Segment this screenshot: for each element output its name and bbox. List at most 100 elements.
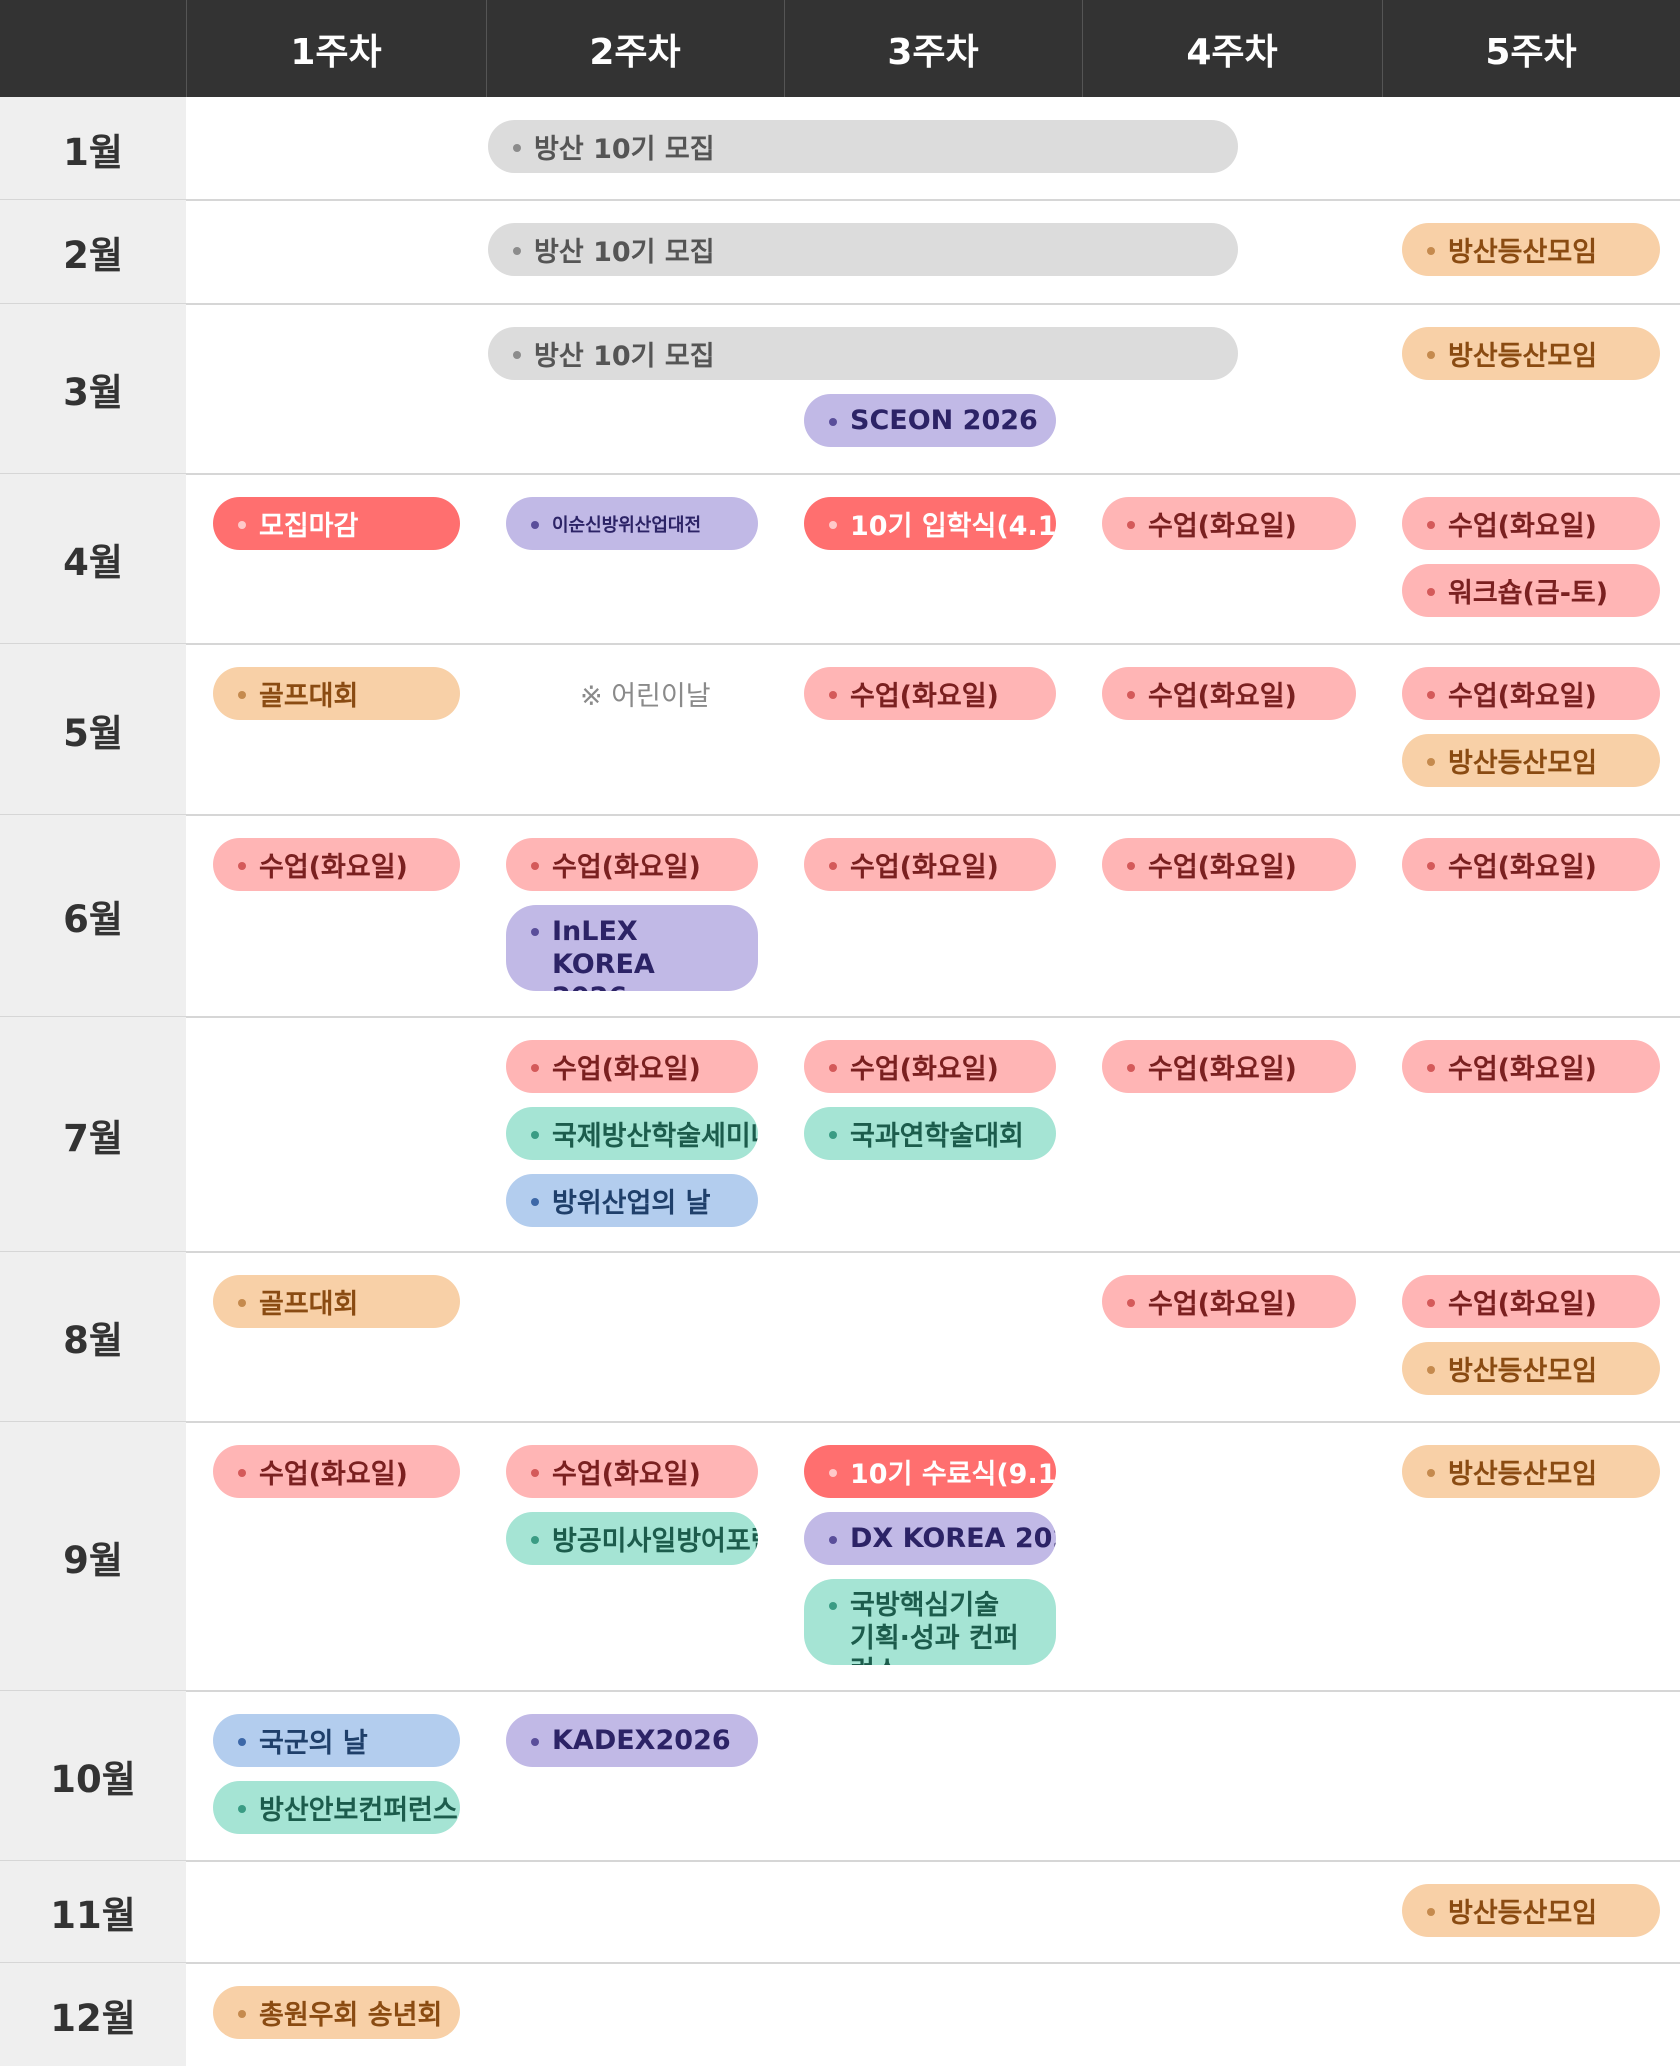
month-label: 12월 <box>0 1963 186 2066</box>
event-pill[interactable]: 국제방산학술세미나 <box>506 1107 758 1160</box>
event-label: 방산 10기 모집 <box>534 230 715 269</box>
bullet-dot-icon <box>238 521 246 529</box>
bullet-dot-icon <box>1127 1299 1135 1307</box>
event-pill[interactable]: 수업(화요일) <box>1102 1275 1356 1328</box>
event-label: 수업(화요일) <box>552 1452 701 1491</box>
bullet-dot-icon <box>1427 351 1435 359</box>
bullet-dot-icon <box>829 691 837 699</box>
row-divider <box>0 643 1680 645</box>
event-pill[interactable]: DX KOREA 2026 <box>804 1512 1056 1565</box>
event-label: 국제방산학술세미나 <box>552 1114 758 1153</box>
event-label: DX KOREA 2026 <box>850 1523 1056 1554</box>
month-label: 11월 <box>0 1861 186 1963</box>
event-label: 수업(화요일) <box>1148 504 1297 543</box>
bullet-dot-icon <box>238 1738 246 1746</box>
event-label: InLEX KOREA2026 <box>552 915 742 991</box>
event-label: 방공미사일방어포럼 <box>552 1519 758 1558</box>
event-pill[interactable]: InLEX KOREA2026 <box>506 905 758 991</box>
event-pill[interactable]: 방공미사일방어포럼 <box>506 1512 758 1565</box>
event-pill[interactable]: 방산등산모임 <box>1402 1342 1660 1395</box>
event-pill[interactable]: 수업(화요일) <box>1402 1040 1660 1093</box>
month-label: 4월 <box>0 474 186 644</box>
event-pill[interactable]: 10기 수료식(9.15) <box>804 1445 1056 1498</box>
event-pill[interactable]: 방산 10기 모집 <box>488 327 1238 380</box>
event-pill[interactable]: 수업(화요일) <box>213 1445 460 1498</box>
bullet-dot-icon <box>829 862 837 870</box>
event-pill[interactable]: 수업(화요일) <box>804 667 1056 720</box>
row-divider <box>0 814 1680 816</box>
event-pill[interactable]: 수업(화요일) <box>1402 667 1660 720</box>
event-pill[interactable]: 방위산업의 날 <box>506 1174 758 1227</box>
bullet-dot-icon <box>513 351 521 359</box>
event-pill[interactable]: 방산등산모임 <box>1402 734 1660 787</box>
event-label: 수업(화요일) <box>850 1047 999 1086</box>
event-label: 수업(화요일) <box>850 845 999 884</box>
event-pill[interactable]: 수업(화요일) <box>506 1445 758 1498</box>
event-pill[interactable]: 골프대회 <box>213 667 460 720</box>
bullet-dot-icon <box>238 1805 246 1813</box>
event-pill[interactable]: 방산등산모임 <box>1402 1884 1660 1937</box>
bullet-dot-icon <box>1427 758 1435 766</box>
header-divider <box>486 0 487 97</box>
event-pill[interactable]: 수업(화요일) <box>1102 667 1356 720</box>
event-label: 수업(화요일) <box>1448 504 1597 543</box>
event-label: 이순신방위산업대전 <box>552 511 701 537</box>
event-pill[interactable]: 방산 10기 모집 <box>488 120 1238 173</box>
bullet-dot-icon <box>531 1064 539 1072</box>
event-pill[interactable]: 수업(화요일) <box>506 838 758 891</box>
event-pill[interactable]: 방산 10기 모집 <box>488 223 1238 276</box>
event-pill[interactable]: 수업(화요일) <box>1402 1275 1660 1328</box>
event-pill[interactable]: 이순신방위산업대전 <box>506 497 758 550</box>
bullet-dot-icon <box>829 1536 837 1544</box>
header-week-1: 1주차 <box>186 0 486 97</box>
event-label: 방산 10기 모집 <box>534 334 715 373</box>
bullet-dot-icon <box>531 1469 539 1477</box>
event-label: SCEON 2026 <box>850 405 1038 436</box>
bullet-dot-icon <box>238 2010 246 2018</box>
event-pill[interactable]: 워크숍(금-토) <box>1402 564 1660 617</box>
row-divider <box>0 1421 1680 1423</box>
event-pill[interactable]: SCEON 2026 <box>804 394 1056 447</box>
event-pill[interactable]: 총원우회 송년회 <box>213 1986 460 2039</box>
event-label: 골프대회 <box>259 674 358 713</box>
bullet-dot-icon <box>1127 1064 1135 1072</box>
month-label: 10월 <box>0 1691 186 1861</box>
event-label: 국군의 날 <box>259 1721 368 1760</box>
event-pill[interactable]: 수업(화요일) <box>213 838 460 891</box>
event-pill[interactable]: 국과연학술대회 <box>804 1107 1056 1160</box>
event-pill[interactable]: 수업(화요일) <box>1402 497 1660 550</box>
bullet-dot-icon <box>513 144 521 152</box>
event-label: 방산등산모임 <box>1448 230 1597 269</box>
event-pill[interactable]: 수업(화요일) <box>506 1040 758 1093</box>
bullet-dot-icon <box>238 1299 246 1307</box>
row-divider <box>0 199 1680 201</box>
event-pill[interactable]: 골프대회 <box>213 1275 460 1328</box>
event-pill[interactable]: 방산등산모임 <box>1402 223 1660 276</box>
bullet-dot-icon <box>1427 1299 1435 1307</box>
event-pill[interactable]: 10기 입학식(4.14) <box>804 497 1056 550</box>
holiday-note: ※ 어린이날 <box>580 667 711 720</box>
event-pill[interactable]: KADEX2026 <box>506 1714 758 1767</box>
event-pill[interactable]: 방산안보컨퍼런스 <box>213 1781 460 1834</box>
event-pill[interactable]: 수업(화요일) <box>804 838 1056 891</box>
event-label: 국과연학술대회 <box>850 1114 1024 1153</box>
event-pill[interactable]: 수업(화요일) <box>804 1040 1056 1093</box>
row-divider <box>0 1860 1680 1862</box>
event-pill[interactable]: 방산등산모임 <box>1402 327 1660 380</box>
event-pill[interactable]: 수업(화요일) <box>1102 497 1356 550</box>
event-pill[interactable]: 방산등산모임 <box>1402 1445 1660 1498</box>
bullet-dot-icon <box>1127 521 1135 529</box>
event-pill[interactable]: 수업(화요일) <box>1102 838 1356 891</box>
event-pill[interactable]: 모집마감 <box>213 497 460 550</box>
bullet-dot-icon <box>531 521 539 529</box>
event-label: 10기 입학식(4.14) <box>850 504 1056 543</box>
event-pill[interactable]: 국군의 날 <box>213 1714 460 1767</box>
row-divider <box>0 1962 1680 1964</box>
event-label: 방산등산모임 <box>1448 334 1597 373</box>
bullet-dot-icon <box>531 1738 539 1746</box>
event-pill[interactable]: 수업(화요일) <box>1102 1040 1356 1093</box>
bullet-dot-icon <box>1427 1908 1435 1916</box>
row-divider <box>0 1251 1680 1253</box>
event-pill[interactable]: 수업(화요일) <box>1402 838 1660 891</box>
